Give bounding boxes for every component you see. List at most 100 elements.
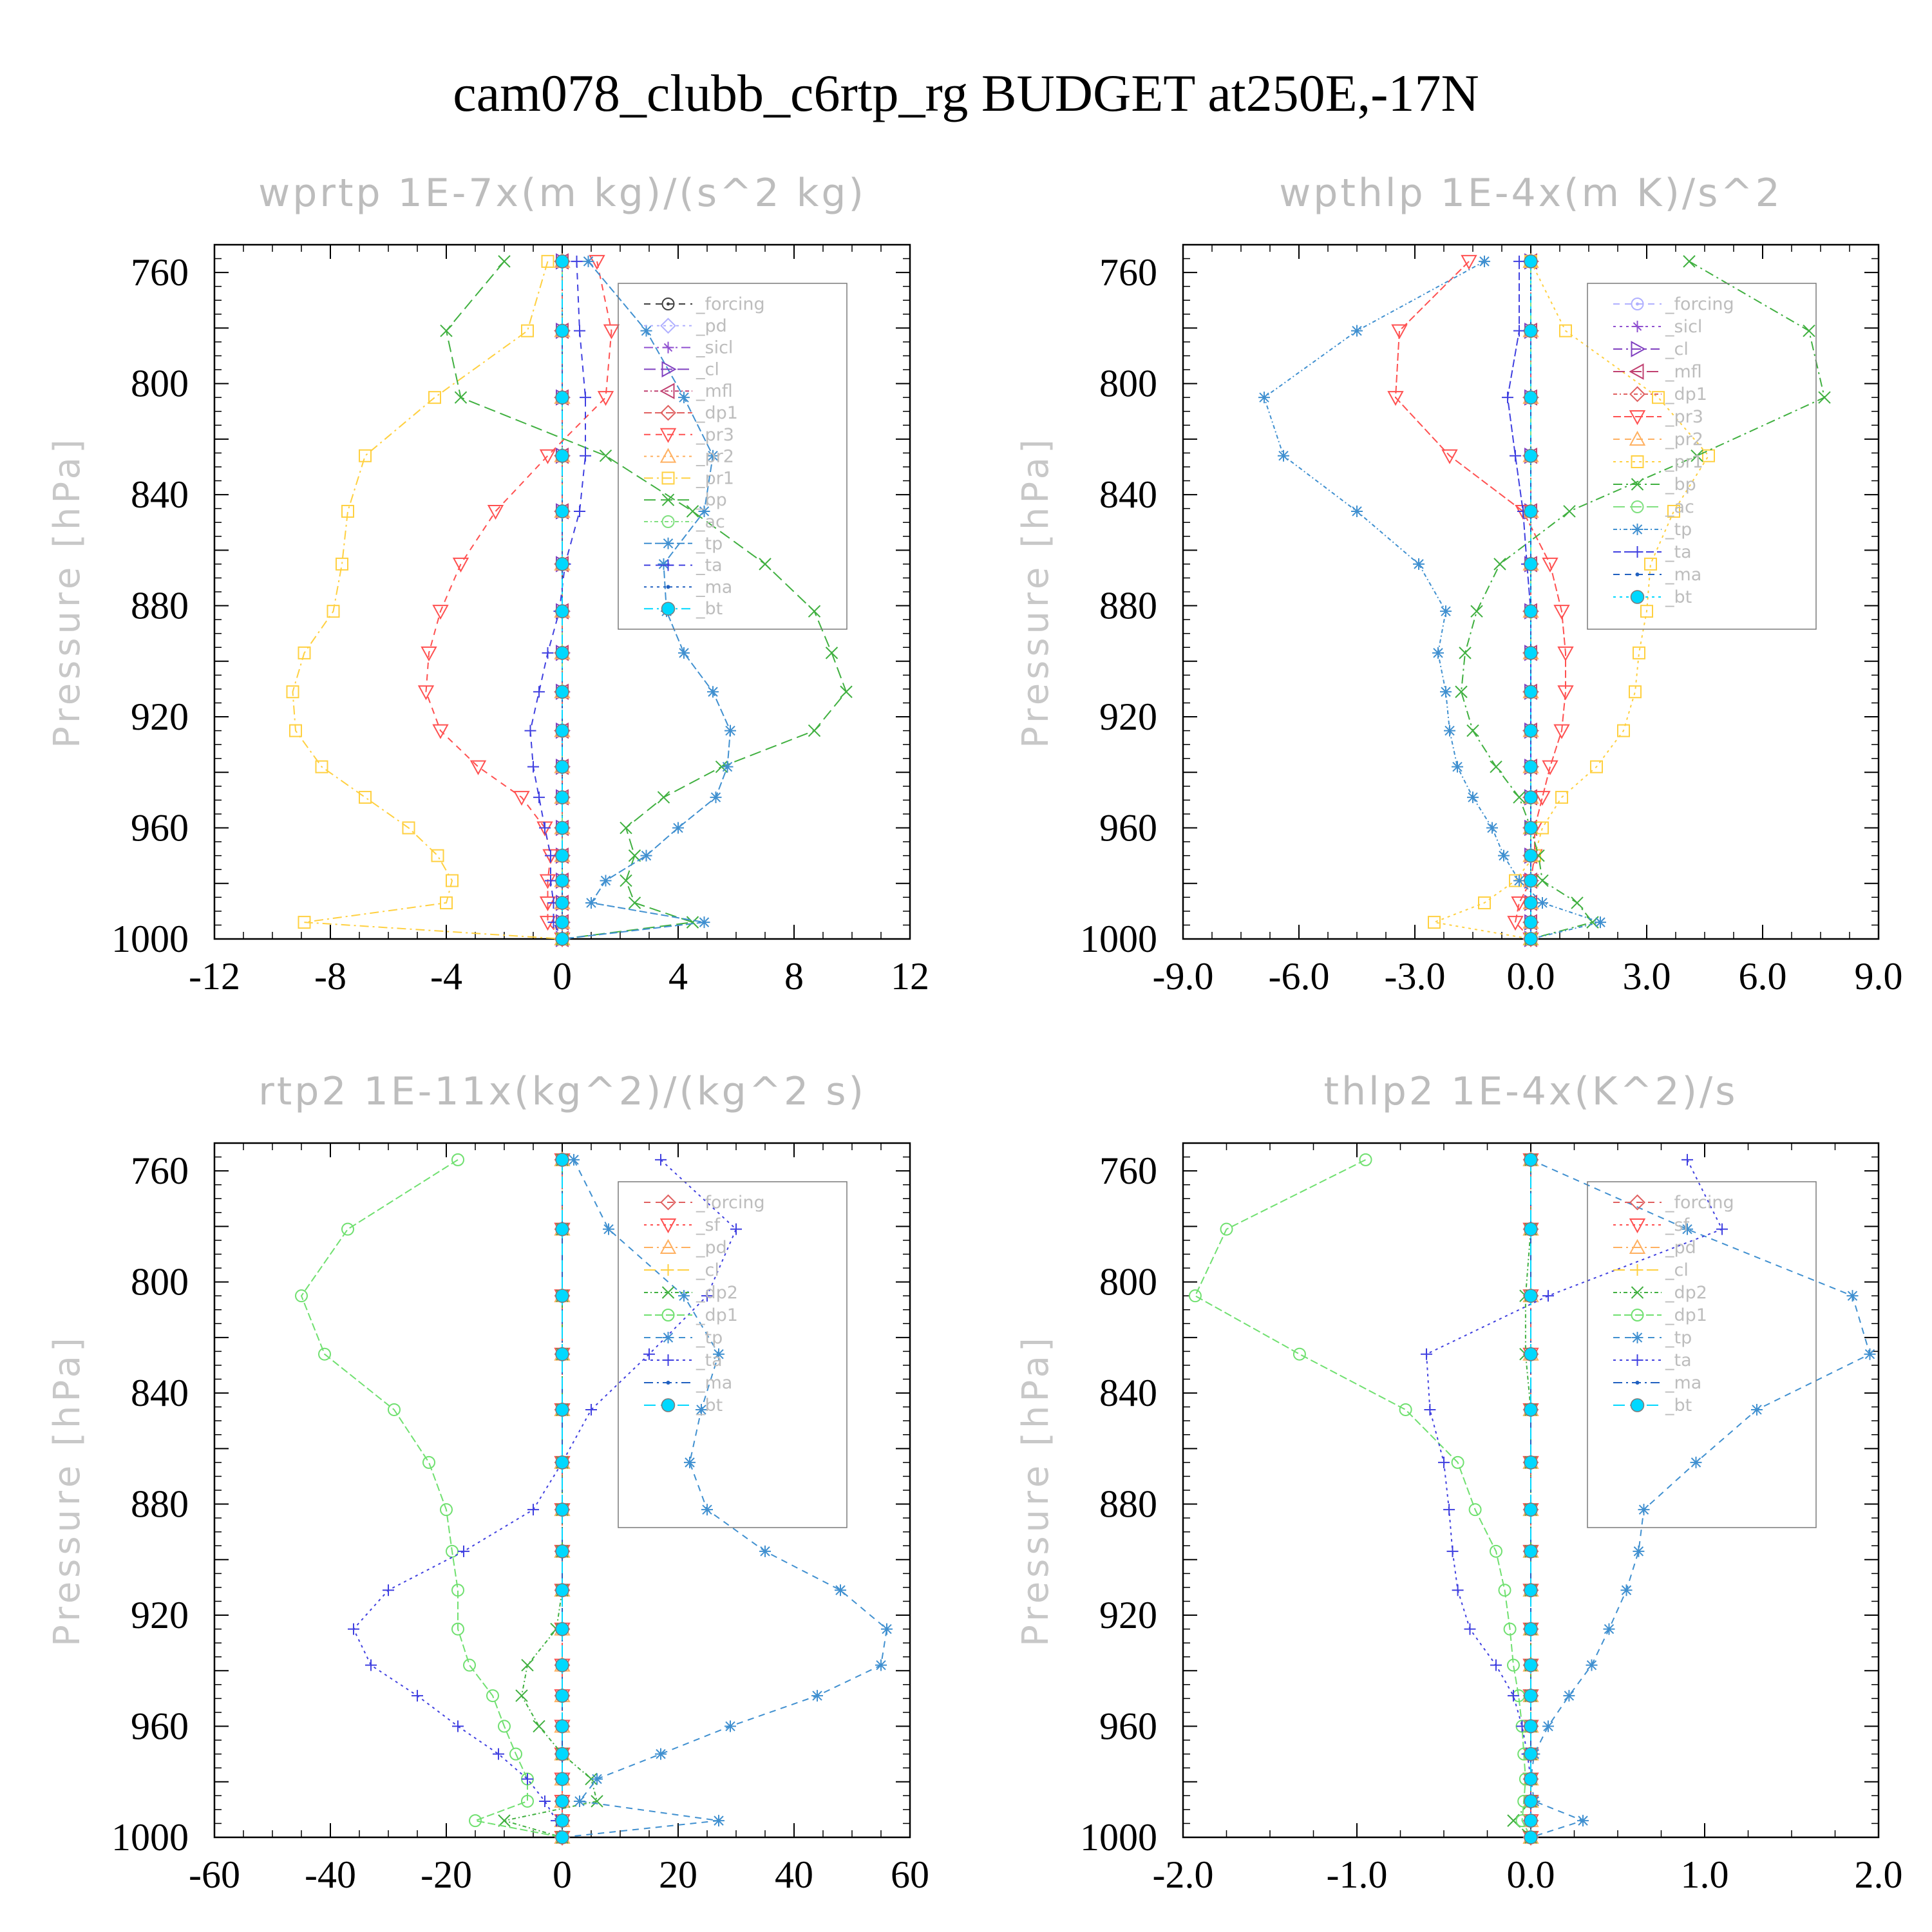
legend-marker	[662, 1332, 674, 1343]
data-point	[620, 874, 632, 887]
x-tick-label: 6.0	[1739, 955, 1787, 998]
data-point	[730, 1223, 742, 1235]
legend-label: _forcing	[1665, 294, 1734, 314]
data-point	[417, 685, 435, 701]
legend-label: _cl	[696, 359, 719, 379]
x-tick-label: -40	[305, 1853, 356, 1896]
x-tick-label: -20	[421, 1853, 472, 1896]
series-line	[1425, 1159, 1723, 1837]
legend-label: _sicl	[1665, 317, 1702, 337]
data-point	[1511, 896, 1528, 912]
data-point	[555, 820, 569, 835]
data-point	[1681, 1153, 1693, 1166]
data-point	[678, 647, 690, 659]
data-point	[1524, 1455, 1538, 1470]
panel-title: thlp2 1E-4x(K^2)/s	[1323, 1069, 1738, 1114]
data-point	[1452, 761, 1463, 773]
data-point	[1490, 1659, 1502, 1671]
data-point	[498, 255, 511, 268]
data-point	[684, 1456, 696, 1468]
data-point	[1524, 1814, 1538, 1828]
legend-label: _dp1	[696, 403, 738, 423]
legend-marker	[660, 404, 676, 421]
y-axis-label: Pressure [hPa]	[46, 435, 88, 748]
legend-label: _pr3	[1665, 407, 1703, 427]
data-point	[1524, 448, 1538, 463]
data-point	[555, 254, 569, 269]
legend-marker	[1631, 341, 1646, 357]
data-point	[1524, 390, 1538, 404]
x-tick-label: 3.0	[1623, 955, 1671, 998]
legend-marker	[1631, 455, 1644, 468]
data-point	[1513, 325, 1525, 337]
data-point	[555, 1153, 569, 1167]
data-point	[1667, 504, 1680, 518]
data-point	[1633, 646, 1645, 659]
data-point	[451, 1584, 464, 1597]
data-point	[1557, 685, 1574, 701]
data-point	[555, 1689, 569, 1703]
y-tick-label: 960	[131, 807, 189, 849]
x-tick-label: 9.0	[1855, 955, 1903, 998]
panel-title: wpthlp 1E-4x(m K)/s^2	[1279, 171, 1783, 216]
data-point	[440, 896, 453, 909]
data-point	[599, 450, 612, 462]
y-tick-label: 960	[1099, 807, 1157, 849]
legend-marker	[1635, 573, 1640, 576]
x-tick-label: -4	[430, 955, 462, 998]
legend-marker	[1631, 1309, 1644, 1321]
data-point	[452, 1720, 464, 1732]
series-bt	[1524, 1153, 1538, 1844]
y-axis-label: Pressure [hPa]	[1015, 1334, 1057, 1647]
legend-label: _bp	[696, 490, 727, 510]
data-point	[591, 1795, 603, 1808]
data-point	[440, 324, 453, 337]
data-point	[1524, 646, 1538, 660]
data-point	[1428, 916, 1441, 929]
data-point	[1446, 1545, 1459, 1557]
y-tick-label: 760	[131, 1150, 189, 1192]
data-point	[545, 875, 556, 887]
data-point	[1461, 254, 1477, 270]
legend-marker	[661, 471, 675, 485]
data-point	[825, 647, 838, 659]
data-point	[545, 849, 556, 862]
legend-marker	[659, 428, 677, 443]
legend: _forcing_pd_sicl_cl_mfl_dp1_pr3_pr2_pr1_…	[618, 283, 848, 630]
data-point	[1563, 1690, 1575, 1702]
data-point	[327, 605, 340, 618]
y-tick-label: 920	[1099, 696, 1157, 738]
y-tick-label: 840	[131, 1372, 189, 1414]
legend-label: _ta	[1665, 1350, 1692, 1370]
data-point	[759, 1545, 771, 1557]
data-point	[1595, 916, 1606, 929]
legend-marker	[666, 1381, 670, 1385]
data-point	[1441, 449, 1458, 464]
data-point	[1503, 1622, 1517, 1636]
legend-box	[618, 1181, 848, 1528]
data-point	[1524, 557, 1538, 571]
data-point	[555, 896, 569, 910]
data-point	[628, 896, 641, 909]
data-point	[365, 1659, 377, 1671]
data-point	[1846, 1290, 1859, 1302]
data-point	[1633, 1545, 1645, 1557]
data-point	[655, 1153, 667, 1166]
legend: _forcing_sf _pd_cl _dp2_dp1 _tp_ta _ma _bt	[1587, 1181, 1817, 1528]
x-tick-label: 8	[784, 955, 804, 998]
data-point	[724, 724, 736, 737]
legend-marker	[659, 383, 675, 399]
legend-label: _forcing	[1665, 1193, 1734, 1213]
data-point	[603, 324, 620, 339]
legend-label: _pd	[696, 316, 727, 336]
chart-panel-3: rtp2 1E-11x(kg^2)/(kg^2 s) Pressure [hPa]…	[46, 1069, 929, 1896]
data-point	[808, 605, 821, 618]
legend-marker	[661, 515, 675, 528]
data-point	[1490, 1544, 1502, 1558]
legend-label: _ac	[1665, 497, 1694, 517]
data-point	[555, 1622, 569, 1636]
legend-marker	[1631, 298, 1644, 310]
legend-marker	[1629, 1194, 1645, 1211]
legend-marker	[1631, 546, 1643, 558]
